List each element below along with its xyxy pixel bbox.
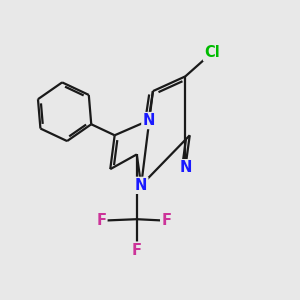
Text: N: N [179,160,191,175]
Text: N: N [142,113,155,128]
Text: Cl: Cl [204,45,220,60]
Text: F: F [96,213,106,228]
Text: N: N [135,178,147,193]
Text: F: F [161,213,171,228]
Text: F: F [132,243,142,258]
